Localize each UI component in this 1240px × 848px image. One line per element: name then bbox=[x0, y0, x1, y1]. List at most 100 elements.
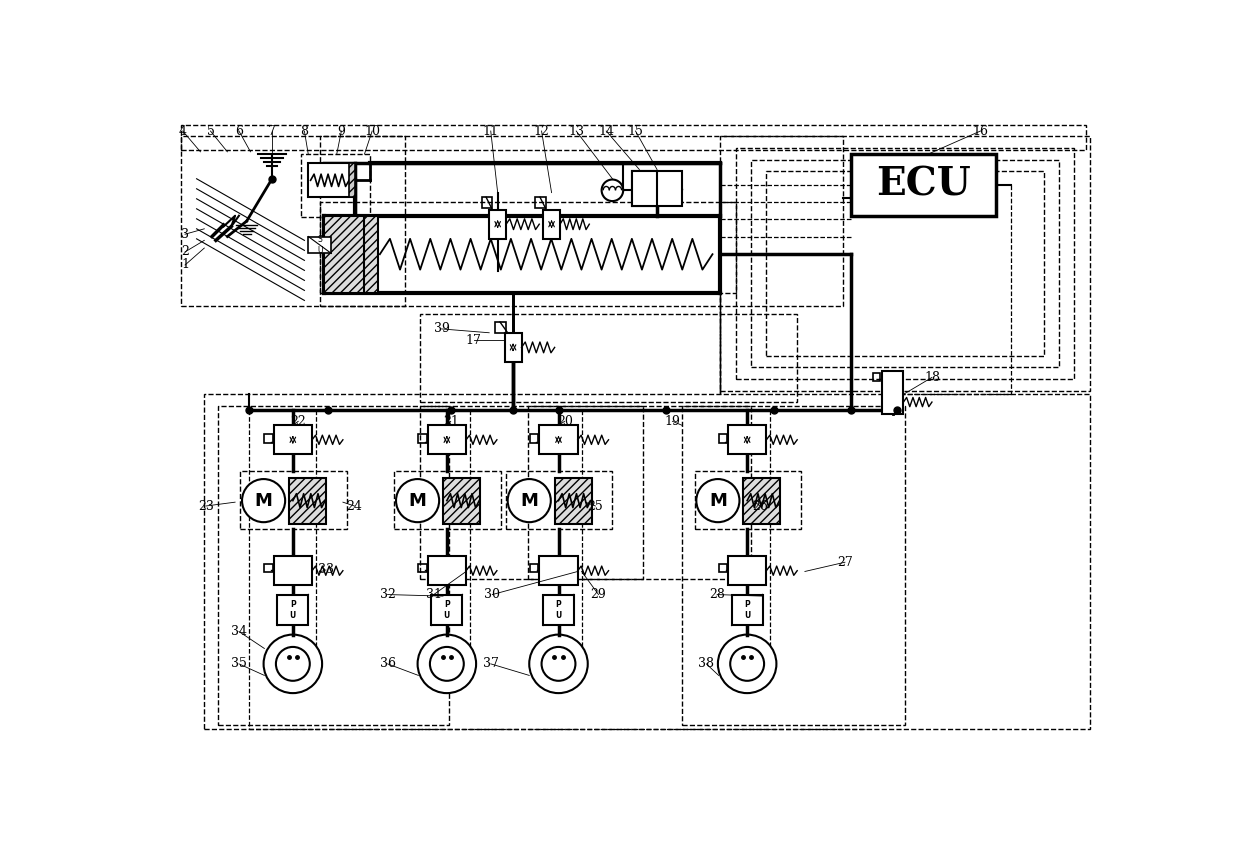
Bar bbox=[418, 564, 427, 572]
Text: P
U: P U bbox=[290, 600, 296, 620]
Bar bbox=[719, 434, 727, 443]
Bar bbox=[394, 471, 501, 529]
Text: 24: 24 bbox=[346, 499, 362, 512]
Bar bbox=[365, 215, 378, 293]
Text: 4: 4 bbox=[179, 125, 187, 137]
Bar bbox=[539, 556, 578, 585]
Bar bbox=[309, 237, 331, 254]
Bar bbox=[490, 209, 506, 239]
Bar bbox=[529, 564, 538, 572]
Bar bbox=[205, 394, 1090, 729]
Text: 21: 21 bbox=[443, 415, 459, 427]
Text: 19: 19 bbox=[665, 415, 681, 427]
Text: 35: 35 bbox=[231, 657, 247, 671]
Text: 22: 22 bbox=[290, 415, 306, 427]
Bar bbox=[278, 594, 309, 625]
Text: 7: 7 bbox=[268, 125, 277, 137]
Bar bbox=[682, 406, 905, 725]
Bar bbox=[218, 406, 449, 725]
Bar bbox=[481, 198, 492, 208]
Bar bbox=[418, 434, 427, 443]
Circle shape bbox=[542, 647, 575, 681]
Bar bbox=[274, 425, 312, 455]
Text: 14: 14 bbox=[598, 125, 614, 137]
Bar bbox=[309, 164, 356, 198]
Bar bbox=[536, 198, 546, 208]
Bar bbox=[751, 159, 1059, 367]
Text: 20: 20 bbox=[557, 415, 573, 427]
Text: 8: 8 bbox=[300, 125, 309, 137]
Text: M: M bbox=[521, 492, 538, 510]
Circle shape bbox=[418, 634, 476, 693]
Bar bbox=[539, 425, 578, 455]
Text: 28: 28 bbox=[709, 588, 725, 601]
Bar bbox=[728, 556, 766, 585]
Bar bbox=[274, 556, 312, 585]
Bar bbox=[506, 471, 613, 529]
Circle shape bbox=[264, 634, 322, 693]
Text: 25: 25 bbox=[588, 499, 604, 512]
Circle shape bbox=[697, 479, 739, 522]
Text: 16: 16 bbox=[972, 125, 988, 137]
Bar bbox=[543, 594, 574, 625]
Bar bbox=[882, 371, 904, 414]
Text: 27: 27 bbox=[837, 555, 853, 569]
Text: 38: 38 bbox=[698, 657, 714, 671]
Bar bbox=[728, 425, 766, 455]
Bar bbox=[320, 202, 735, 293]
Bar bbox=[264, 564, 273, 572]
Text: 3: 3 bbox=[181, 228, 188, 241]
Bar bbox=[289, 477, 326, 524]
Text: 39: 39 bbox=[434, 322, 449, 336]
Text: 11: 11 bbox=[482, 125, 498, 137]
Text: 29: 29 bbox=[590, 588, 606, 601]
Bar bbox=[873, 373, 880, 381]
Circle shape bbox=[277, 647, 310, 681]
Text: P
U: P U bbox=[444, 600, 450, 620]
Text: 10: 10 bbox=[365, 125, 381, 137]
Bar bbox=[443, 477, 480, 524]
Bar bbox=[350, 164, 355, 198]
Circle shape bbox=[430, 647, 464, 681]
Bar bbox=[432, 594, 463, 625]
Bar bbox=[420, 406, 644, 579]
Text: P
U: P U bbox=[556, 600, 562, 620]
Circle shape bbox=[507, 479, 551, 522]
Text: 33: 33 bbox=[317, 563, 334, 577]
Bar bbox=[181, 125, 1086, 149]
Text: 18: 18 bbox=[924, 371, 940, 384]
Text: 1: 1 bbox=[181, 259, 188, 271]
Bar bbox=[241, 471, 347, 529]
Bar bbox=[543, 209, 560, 239]
Bar bbox=[181, 137, 404, 306]
Text: 6: 6 bbox=[234, 125, 243, 137]
Bar bbox=[694, 471, 801, 529]
Bar bbox=[851, 154, 996, 215]
Text: 5: 5 bbox=[207, 125, 215, 137]
Circle shape bbox=[718, 634, 776, 693]
Bar bbox=[320, 137, 843, 306]
Bar bbox=[300, 154, 370, 217]
Text: 26: 26 bbox=[753, 499, 768, 512]
Text: 2: 2 bbox=[181, 245, 188, 259]
Text: M: M bbox=[254, 492, 273, 510]
Text: 23: 23 bbox=[198, 499, 213, 512]
Bar bbox=[554, 477, 591, 524]
Text: 36: 36 bbox=[379, 657, 396, 671]
Bar bbox=[766, 171, 1044, 356]
Bar bbox=[719, 564, 727, 572]
Bar bbox=[324, 215, 366, 293]
Text: 9: 9 bbox=[337, 125, 345, 137]
Bar bbox=[495, 322, 506, 332]
Text: ECU: ECU bbox=[877, 166, 971, 204]
Text: 30: 30 bbox=[485, 588, 500, 601]
Text: 34: 34 bbox=[231, 625, 247, 638]
Text: P
U: P U bbox=[744, 600, 750, 620]
Circle shape bbox=[601, 180, 624, 201]
Text: 12: 12 bbox=[533, 125, 549, 137]
Bar bbox=[743, 477, 780, 524]
Text: 15: 15 bbox=[627, 125, 644, 137]
Circle shape bbox=[730, 647, 764, 681]
Bar bbox=[420, 314, 797, 402]
Bar bbox=[631, 171, 657, 206]
